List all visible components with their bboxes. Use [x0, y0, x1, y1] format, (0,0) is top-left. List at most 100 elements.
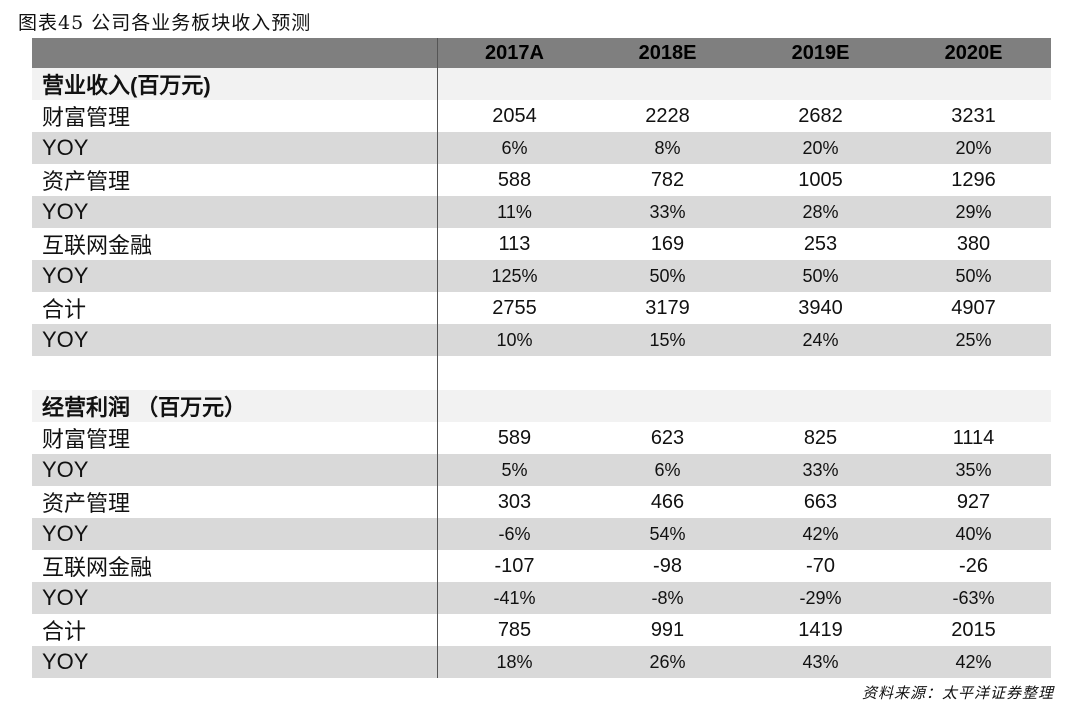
row-value-cell: 3179 [645, 296, 690, 319]
row-value-cell: 2755 [492, 296, 537, 319]
table-row: 财富管理 2054 2228 2682 3231 [32, 100, 1051, 132]
row-value-cell: -8% [651, 587, 684, 608]
row-value-cell: 42% [955, 651, 992, 672]
row-label: 资产管理 [32, 486, 438, 518]
row-value-cell: 29% [955, 201, 992, 222]
table-row: 合计 2755 3179 3940 4907 [32, 292, 1051, 324]
header-col-2017a: 2017A [485, 41, 544, 64]
row-value-cell: 623 [650, 426, 685, 449]
table-row: YOY 6% 8% 20% 20% [32, 132, 1051, 164]
row-value-cell: 42% [802, 523, 839, 544]
row-value-cell: 25% [955, 329, 992, 350]
row-label: 互联网金融 [32, 228, 438, 260]
row-label: YOY [32, 132, 438, 164]
row-value-cell: 113 [498, 232, 531, 255]
row-value-cell: 1114 [952, 426, 995, 449]
row-value-cell: 33% [802, 459, 839, 480]
row-value-cell: 6% [654, 459, 681, 480]
row-value-cell: 18% [496, 651, 533, 672]
section-heading-row: 营业收入(百万元) [32, 68, 1051, 100]
row-label: 财富管理 [32, 100, 438, 132]
spacer-row [32, 356, 1051, 390]
table-row: YOY 10% 15% 24% 25% [32, 324, 1051, 356]
table-row: YOY 11% 33% 28% 29% [32, 196, 1051, 228]
row-value-cell: 40% [955, 523, 992, 544]
table-row: YOY 5% 6% 33% 35% [32, 454, 1051, 486]
row-value-cell: 54% [649, 523, 686, 544]
row-value-cell: 4907 [951, 296, 996, 319]
row-label: YOY [32, 518, 438, 550]
table-row: YOY -41% -8% -29% -63% [32, 582, 1051, 614]
row-label: YOY [32, 324, 438, 356]
row-value-cell: 43% [802, 651, 839, 672]
row-value-cell: 3231 [951, 104, 996, 127]
header-col-2018e: 2018E [638, 41, 697, 64]
row-value-cell: 11% [497, 201, 532, 222]
row-label: YOY [32, 196, 438, 228]
row-value-cell: 588 [497, 168, 532, 191]
row-value-cell: 825 [803, 426, 838, 449]
table-row: 互联网金融 -107 -98 -70 -26 [32, 550, 1051, 582]
row-value-cell: 2682 [798, 104, 843, 127]
row-value-cell: 33% [649, 201, 686, 222]
table-row: 资产管理 588 782 1005 1296 [32, 164, 1051, 196]
row-value-cell: 303 [497, 490, 532, 513]
row-value-cell: -26 [959, 554, 988, 577]
row-value-cell: 6% [501, 137, 528, 158]
row-value-cell: 782 [650, 168, 685, 191]
row-value-cell: 20% [802, 137, 839, 158]
row-value-cell: 2054 [492, 104, 537, 127]
row-value-cell: 466 [650, 490, 685, 513]
figure-title: 图表45 公司各业务板块收入预测 [18, 12, 312, 34]
table-row: YOY 125% 50% 50% 50% [32, 260, 1051, 292]
table-row: YOY 18% 26% 43% 42% [32, 646, 1051, 678]
row-value-cell: 253 [803, 232, 838, 255]
row-value-cell: -107 [494, 554, 535, 577]
row-value-cell: -63% [952, 587, 995, 608]
revenue-forecast-table: 2017A 2018E 2019E 2020E 营业收入(百万元) 财富管理 205… [32, 38, 1051, 678]
table-row: 资产管理 303 466 663 927 [32, 486, 1051, 518]
row-value-cell: 1419 [798, 618, 843, 641]
row-value-cell: 5% [501, 459, 528, 480]
source-note: 资料来源：太平洋证券整理 [861, 684, 1054, 702]
row-value-cell: 1296 [951, 168, 996, 191]
row-value-cell: 50% [649, 265, 686, 286]
row-value-cell: 2015 [951, 618, 996, 641]
row-value-cell: 24% [802, 329, 839, 350]
row-value-cell: 991 [650, 618, 685, 641]
table-row: YOY -6% 54% 42% 40% [32, 518, 1051, 550]
row-value-cell: -6% [498, 523, 531, 544]
section-heading: 营业收入(百万元) [32, 68, 438, 100]
row-value-cell: 15% [649, 329, 686, 350]
section-heading: 经营利润 （百万元） [32, 390, 438, 422]
row-label: 互联网金融 [32, 550, 438, 582]
row-value-cell: 1005 [798, 168, 843, 191]
row-label: 合计 [32, 614, 438, 646]
row-value-cell: 2228 [645, 104, 690, 127]
row-value-cell: 663 [803, 490, 838, 513]
row-label: YOY [32, 582, 438, 614]
table-row: 合计 785 991 1419 2015 [32, 614, 1051, 646]
row-value-cell: 50% [955, 265, 992, 286]
row-value-cell: 35% [955, 459, 992, 480]
row-value-cell: 3940 [798, 296, 843, 319]
row-value-cell: 785 [497, 618, 532, 641]
spacer-label-cell [32, 356, 438, 390]
table-row: 互联网金融 113 169 253 380 [32, 228, 1051, 260]
row-value-cell: 50% [802, 265, 839, 286]
row-value-cell: 927 [956, 490, 991, 513]
table-header: 2017A 2018E 2019E 2020E [32, 38, 1051, 68]
row-value-cell: 20% [955, 137, 992, 158]
row-value-cell: 125% [491, 265, 538, 286]
row-value-cell: 26% [649, 651, 686, 672]
table-body: 营业收入(百万元) 财富管理 2054 2228 2682 3231 YOY 6% 8% 20% 2… [32, 68, 1051, 678]
row-value-cell: 169 [650, 232, 685, 255]
row-label: YOY [32, 646, 438, 678]
row-value-cell: -29% [799, 587, 842, 608]
row-label: 资产管理 [32, 164, 438, 196]
table-row: 财富管理 589 623 825 1114 [32, 422, 1051, 454]
row-value-cell: 10% [496, 329, 533, 350]
row-label: 合计 [32, 292, 438, 324]
header-col-2020e: 2020E [944, 41, 1003, 64]
row-value-cell: -70 [806, 554, 835, 577]
